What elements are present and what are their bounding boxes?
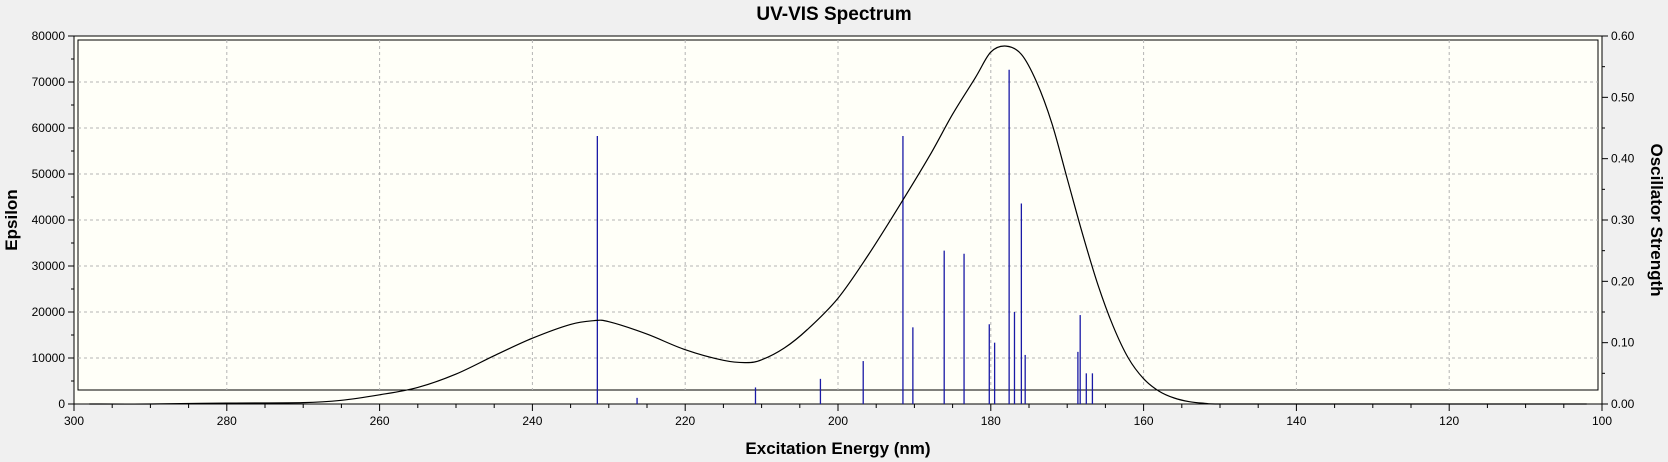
stick-series xyxy=(596,69,1094,404)
x-tick-label: 200 xyxy=(828,414,848,428)
x-axis: 300 280 260 240 220 200 180 160 140 120 100 xyxy=(64,404,1612,428)
x-tick-label: 140 xyxy=(1286,414,1306,428)
x-tick-label: 220 xyxy=(675,414,695,428)
y-axis-right: 0.00 0.10 0.20 0.30 0.40 0.50 0.60 xyxy=(1602,29,1635,411)
x-tick-label: 260 xyxy=(370,414,390,428)
x-axis-label: Excitation Energy (nm) xyxy=(745,439,930,458)
curve-series xyxy=(89,45,1587,405)
x-tick-label: 160 xyxy=(1134,414,1154,428)
y-tick-label: 40000 xyxy=(32,213,66,227)
y-axis-left: 0 10000 20000 30000 40000 50000 60000 70000 8000… xyxy=(32,29,74,411)
y-tick-label: 60000 xyxy=(32,121,66,135)
y-tick-label: 20000 xyxy=(32,305,66,319)
y2-tick-label: 0.30 xyxy=(1611,213,1635,227)
grid-lines xyxy=(77,39,1599,391)
y2-tick-label: 0.60 xyxy=(1611,29,1635,43)
x-tick-label: 280 xyxy=(217,414,237,428)
y-tick-label: 10000 xyxy=(32,351,66,365)
y2-tick-label: 0.50 xyxy=(1611,90,1635,104)
y-tick-label: 50000 xyxy=(32,167,66,181)
x-tick-label: 100 xyxy=(1592,414,1612,428)
x-tick-label: 300 xyxy=(64,414,84,428)
epsilon-curve xyxy=(89,45,1587,405)
y2-tick-label: 0.10 xyxy=(1611,336,1635,350)
y-tick-label: 70000 xyxy=(32,75,66,89)
y2-tick-label: 0.40 xyxy=(1611,152,1635,166)
y-tick-label: 30000 xyxy=(32,259,66,273)
y2-tick-label: 0.20 xyxy=(1611,274,1635,288)
y-tick-label: 80000 xyxy=(32,29,66,43)
y-tick-label: 0 xyxy=(58,397,65,411)
x-tick-label: 120 xyxy=(1439,414,1459,428)
x-tick-label: 240 xyxy=(522,414,542,428)
x-tick-label: 180 xyxy=(981,414,1001,428)
y-axis-label: Epsilon xyxy=(2,189,21,250)
y2-tick-label: 0.00 xyxy=(1611,397,1635,411)
chart-title: UV-VIS Spectrum xyxy=(756,4,911,25)
y2-axis-label: Oscillator Strength xyxy=(1647,143,1666,296)
